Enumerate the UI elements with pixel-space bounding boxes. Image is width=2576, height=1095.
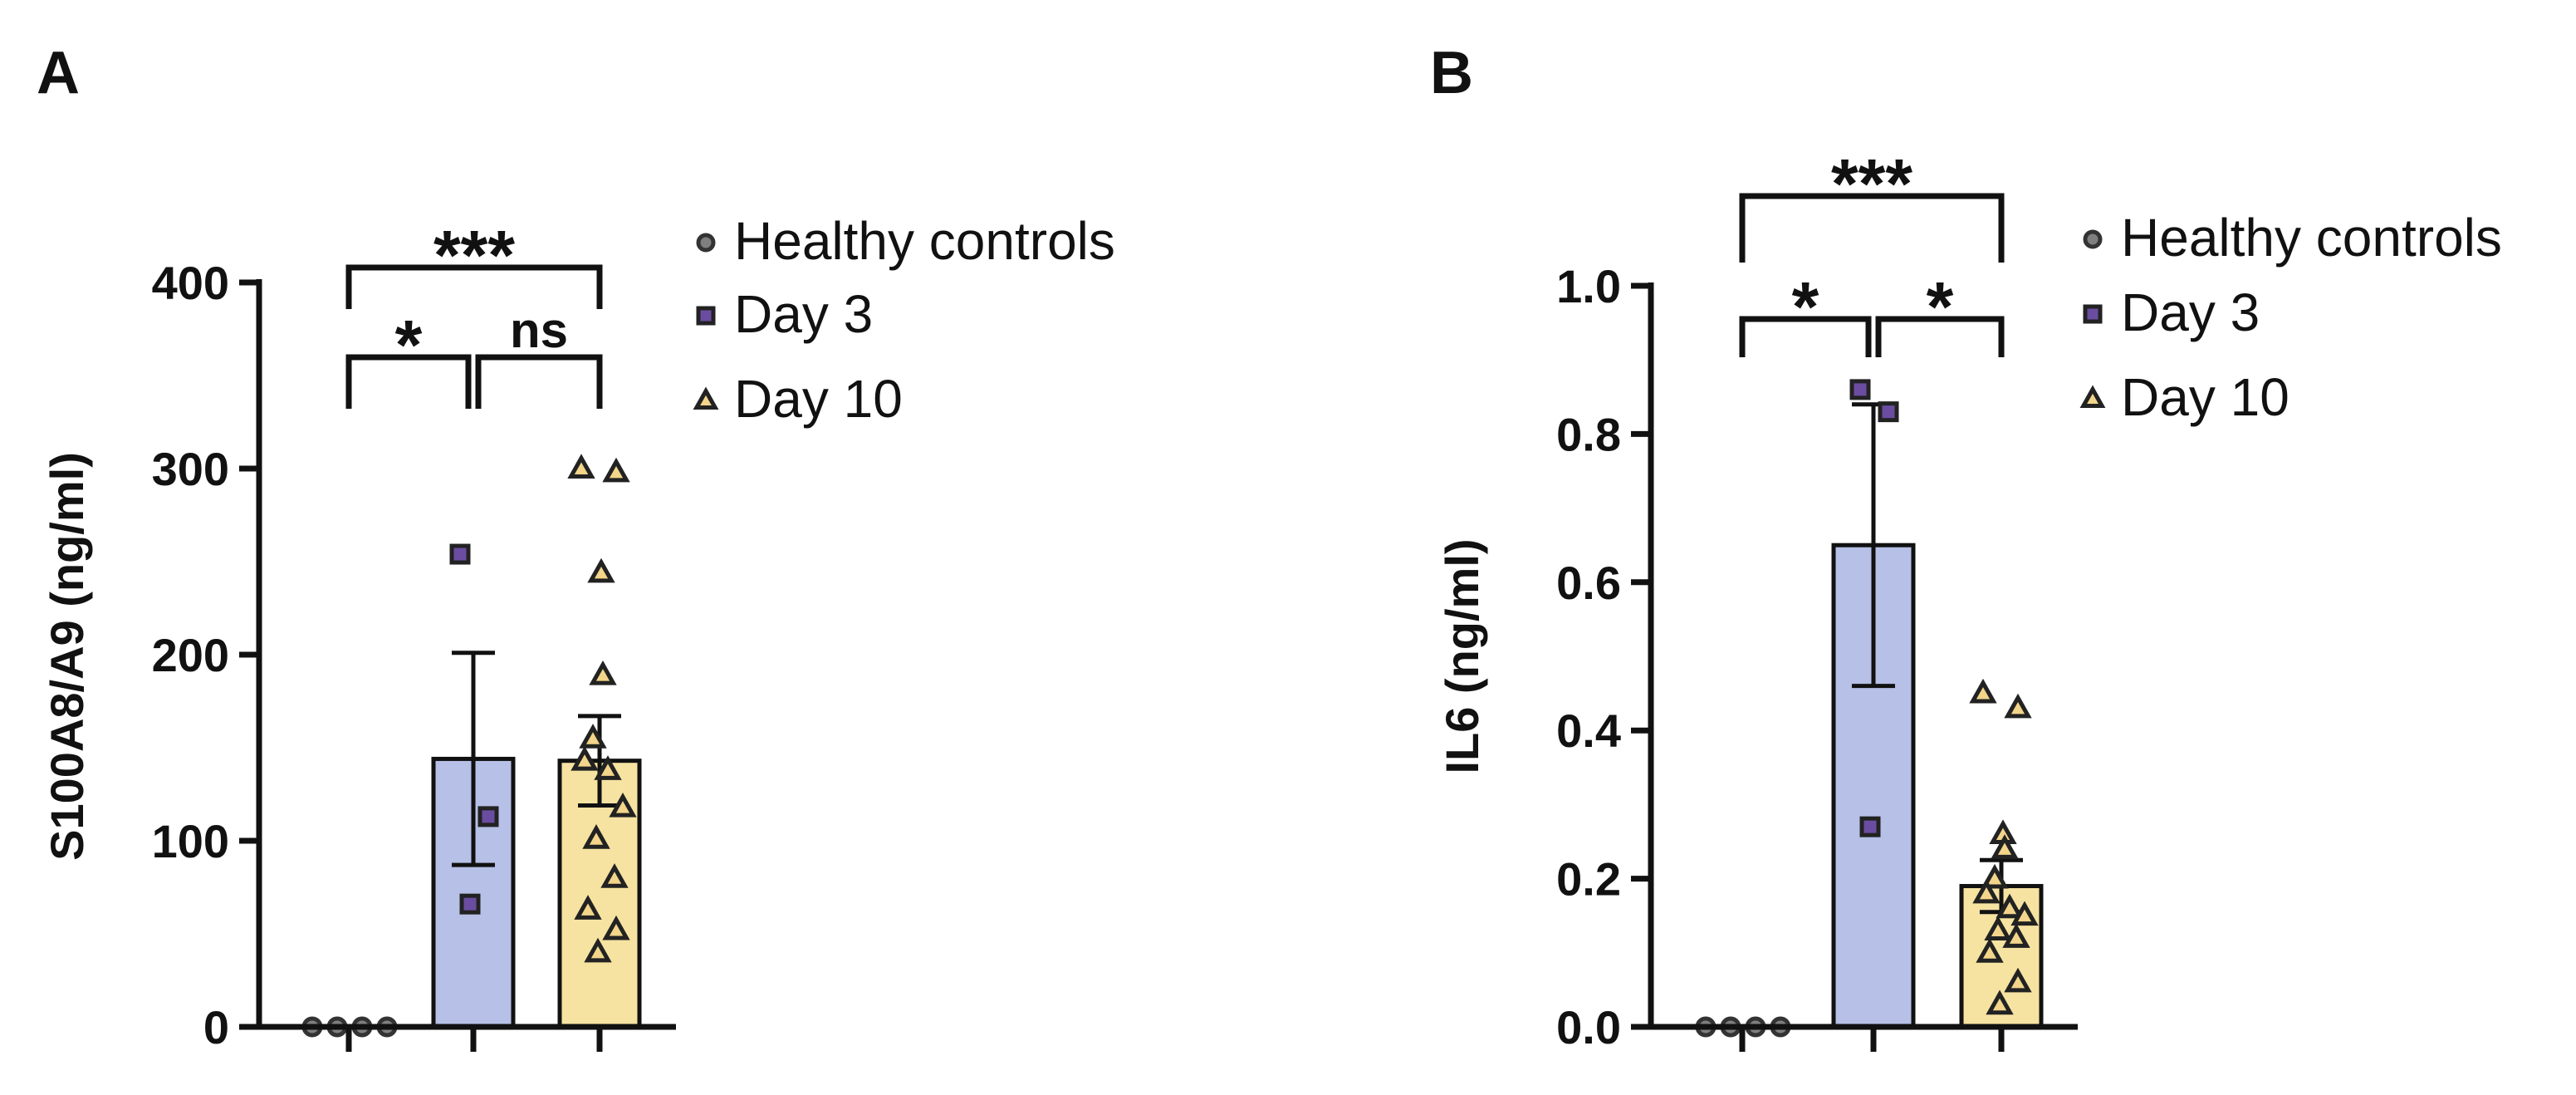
y-tick-label: 0 (203, 1001, 229, 1053)
data-point-2 (2002, 923, 2030, 948)
legend-marker-2 (693, 386, 719, 410)
data-point-2 (2004, 967, 2032, 993)
data-point-2 (609, 792, 637, 818)
significance-bracket (345, 264, 603, 309)
panel-letter-b: B (1430, 40, 1473, 106)
significance-label: ns (510, 302, 568, 358)
significance-label: *** (1831, 145, 1912, 223)
significance-bracket (345, 354, 472, 409)
data-point-2 (2004, 693, 2032, 719)
y-tick-label: 300 (152, 443, 229, 495)
y-tick-label: 1.0 (1556, 260, 1621, 312)
y-axis-label: IL6 (ng/ml) (1436, 538, 1488, 773)
significance-label: * (395, 306, 423, 384)
data-point-2 (1984, 916, 2012, 940)
legend-marker-0 (696, 233, 716, 253)
significance-bracket (1739, 193, 2005, 263)
significance-bracket (475, 354, 603, 409)
legend-marker-1 (2083, 304, 2103, 324)
y-tick-label: 0.8 (1556, 408, 1621, 460)
significance-label: * (1927, 268, 1954, 346)
significance-label: *** (433, 216, 515, 294)
y-tick-label: 400 (152, 257, 229, 309)
data-point-1 (1878, 401, 1899, 423)
data-point-1 (449, 543, 471, 565)
data-point-2 (574, 895, 602, 920)
y-axis-label: S100A8/A9 (ng/ml) (41, 452, 93, 861)
y-tick-label: 100 (152, 815, 229, 867)
legend-label: Day 3 (734, 284, 873, 344)
data-point-2 (1972, 878, 2001, 904)
significance-label: * (1792, 268, 1819, 346)
data-point-1 (1859, 816, 1881, 837)
y-tick-label: 200 (152, 629, 229, 681)
data-point-2 (1996, 893, 2024, 919)
significance-bracket (1875, 316, 2005, 357)
data-point-2 (602, 915, 630, 940)
data-point-2 (1981, 863, 2009, 889)
legend-label: Day 10 (734, 369, 903, 429)
data-point-2 (587, 557, 615, 583)
legend-label: Healthy controls (2121, 208, 2502, 268)
data-point-2 (602, 457, 630, 483)
data-point-2 (1976, 938, 2004, 963)
panel-letter-a: A (37, 40, 80, 106)
data-point-2 (589, 660, 617, 685)
data-point-2 (571, 745, 599, 771)
y-tick-label: 0.4 (1556, 705, 1621, 757)
data-point-2 (582, 824, 610, 849)
data-point-1 (459, 893, 481, 915)
legend-label: Healthy controls (734, 211, 1115, 271)
data-point-2 (567, 454, 595, 479)
legend-marker-1 (696, 306, 716, 326)
data-point-2 (600, 863, 629, 888)
data-point-2 (1991, 834, 2019, 859)
data-point-1 (477, 806, 499, 827)
legend-marker-0 (2083, 229, 2103, 249)
y-tick-label: 0.0 (1556, 1001, 1621, 1053)
legend-marker-2 (2079, 385, 2106, 409)
significance-bracket (1739, 316, 1872, 357)
data-point-1 (1849, 379, 1871, 400)
legend-label: Day 10 (2121, 367, 2290, 427)
data-point-2 (1986, 989, 2014, 1015)
y-tick-label: 0.6 (1556, 557, 1621, 609)
data-point-2 (579, 724, 607, 749)
y-tick-label: 0.2 (1556, 853, 1621, 906)
data-point-2 (584, 937, 612, 963)
data-point-2 (1969, 678, 1997, 704)
legend-label: Day 3 (2121, 282, 2260, 342)
data-point-2 (594, 755, 622, 780)
data-point-2 (2010, 901, 2039, 926)
